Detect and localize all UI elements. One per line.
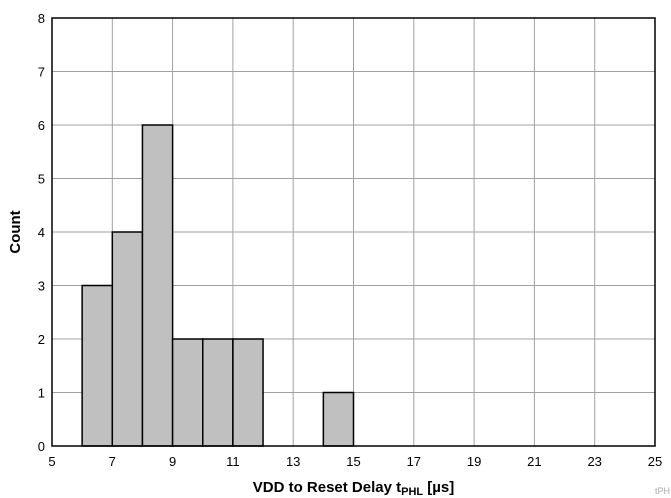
histogram-bar	[81, 284, 114, 447]
x-tick-label: 9	[169, 454, 176, 469]
x-tick-label: 25	[648, 454, 662, 469]
figure-watermark: tPH	[655, 486, 670, 496]
y-tick-label: 6	[38, 118, 45, 133]
x-tick-label: 17	[407, 454, 421, 469]
y-tick-label: 8	[38, 11, 45, 26]
plot-area-frame	[51, 17, 656, 447]
y-tick-label: 1	[38, 386, 45, 401]
y-axis-title: Count	[7, 210, 24, 253]
x-tick-label: 23	[587, 454, 601, 469]
x-axis-title-main: VDD to Reset Delay t	[253, 479, 401, 496]
x-axis-title-subscript: PHL	[401, 486, 423, 498]
y-tick-label: 2	[38, 332, 45, 347]
y-tick-label: 4	[38, 225, 45, 240]
y-tick-label: 3	[38, 279, 45, 294]
histogram-bar	[171, 338, 204, 447]
x-axis-title: VDD to Reset Delay tPHL [µs]	[253, 479, 455, 498]
histogram-bar	[111, 231, 144, 447]
x-tick-label: 7	[109, 454, 116, 469]
histogram-bar	[202, 338, 234, 447]
x-tick-label: 11	[226, 454, 240, 469]
y-tick-label: 0	[38, 439, 45, 454]
x-tick-label: 19	[467, 454, 481, 469]
x-tick-label: 15	[346, 454, 360, 469]
histogram-bar	[232, 338, 264, 447]
y-tick-label: 5	[38, 172, 45, 187]
x-axis-title-unit: [µs]	[423, 479, 454, 496]
x-tick-label: 13	[286, 454, 300, 469]
histogram-bar	[141, 124, 174, 447]
y-tick-label: 7	[38, 65, 45, 80]
histogram-bars	[81, 124, 355, 447]
x-tick-label: 5	[48, 454, 55, 469]
histogram-bar	[322, 391, 355, 447]
x-tick-labels: 5 7 9 11 13 15 17 19 21 23 25	[48, 454, 662, 469]
x-tick-label: 21	[527, 454, 541, 469]
y-tick-labels: 0 1 2 3 4 5 6 7 8	[38, 11, 45, 454]
